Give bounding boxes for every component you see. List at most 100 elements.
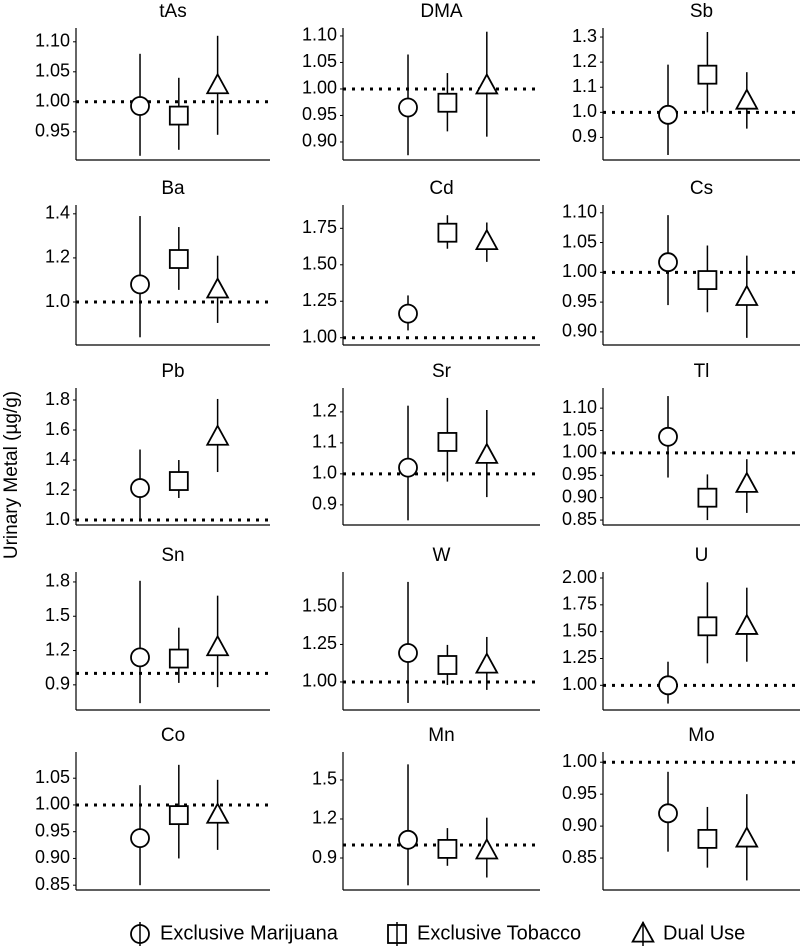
y-tick-label: 0.90 xyxy=(35,847,70,867)
y-tick-label: 1.05 xyxy=(35,61,70,81)
point xyxy=(168,805,189,826)
y-tick-label: 1.00 xyxy=(562,261,597,281)
point xyxy=(205,276,230,299)
panel-title: Cs xyxy=(690,178,713,199)
y-tick-label: 1.75 xyxy=(562,594,597,614)
y-tick-label: 0.9 xyxy=(312,847,337,867)
point xyxy=(437,655,458,675)
y-tick-label: 0.95 xyxy=(302,104,337,124)
y-tick-label: 1.2 xyxy=(45,479,70,499)
y-tick-label: 1.2 xyxy=(572,51,597,71)
y-tick-label: 1.05 xyxy=(35,767,70,787)
y-axis-label: Urinary Metal (µg/g) xyxy=(1,391,22,559)
panel-title: Sr xyxy=(432,361,452,382)
y-tick-label: 0.90 xyxy=(562,815,597,835)
y-tick-label: 1.00 xyxy=(302,671,337,691)
y-tick-label: 1.0 xyxy=(45,509,70,529)
point xyxy=(398,829,418,850)
point xyxy=(658,426,678,447)
panel-title: Mo xyxy=(688,725,714,746)
y-tick-label: 0.85 xyxy=(562,847,597,867)
point xyxy=(168,249,189,269)
point xyxy=(474,72,499,95)
point xyxy=(734,87,759,110)
y-tick-label: 1.0 xyxy=(572,101,597,121)
y-tick-label: 1.50 xyxy=(562,620,597,640)
y-tick-label: 1.05 xyxy=(302,51,337,71)
y-tick-label: 1.2 xyxy=(312,808,337,828)
y-tick-label: 1.00 xyxy=(562,442,597,462)
point xyxy=(697,828,718,849)
y-tick-label: 2.00 xyxy=(562,567,597,587)
point xyxy=(398,97,418,118)
point xyxy=(437,222,458,243)
point xyxy=(658,104,678,125)
point xyxy=(658,803,678,824)
y-tick-label: 1.10 xyxy=(562,201,597,221)
y-tick-label: 0.85 xyxy=(562,509,597,529)
point xyxy=(205,423,230,446)
point xyxy=(398,457,418,478)
point xyxy=(130,647,150,668)
point xyxy=(734,825,759,848)
point xyxy=(658,252,678,273)
y-tick-label: 1.25 xyxy=(302,290,337,310)
y-tick-label: 1.05 xyxy=(562,231,597,251)
point xyxy=(130,274,150,295)
y-tick-label: 0.95 xyxy=(562,291,597,311)
y-tick-label: 1.2 xyxy=(45,247,70,267)
y-tick-label: 1.00 xyxy=(562,751,597,771)
y-tick-label: 1.0 xyxy=(45,291,70,311)
y-tick-label: 1.00 xyxy=(302,78,337,98)
y-tick-label: 1.2 xyxy=(312,401,337,421)
panel-title: Co xyxy=(161,725,185,746)
point xyxy=(734,613,759,635)
y-tick-label: 1.0 xyxy=(312,463,337,483)
point xyxy=(474,837,499,860)
y-tick-label: 0.95 xyxy=(35,820,70,840)
point xyxy=(697,487,718,508)
y-tick-label: 0.95 xyxy=(35,121,70,141)
panel-title: U xyxy=(695,545,709,566)
y-tick-label: 1.25 xyxy=(562,647,597,667)
y-tick-label: 0.90 xyxy=(562,486,597,506)
y-tick-label: 1.75 xyxy=(302,217,337,237)
y-tick-label: 0.90 xyxy=(562,321,597,341)
y-tick-label: 0.95 xyxy=(562,783,597,803)
y-tick-label: 1.5 xyxy=(45,605,70,625)
point xyxy=(437,838,458,859)
panel-title: Pb xyxy=(161,361,184,382)
panel-title: Sb xyxy=(690,1,713,22)
point xyxy=(168,105,189,126)
y-tick-label: 0.85 xyxy=(35,874,70,894)
point xyxy=(697,64,718,85)
y-tick-label: 1.05 xyxy=(562,419,597,439)
y-tick-label: 1.8 xyxy=(45,571,70,591)
point xyxy=(474,442,499,464)
panel-title: Tl xyxy=(694,361,710,382)
point xyxy=(474,228,499,251)
point xyxy=(130,96,150,116)
y-tick-label: 1.4 xyxy=(45,449,70,469)
y-tick-label: 1.10 xyxy=(302,25,337,45)
point xyxy=(474,651,499,674)
point xyxy=(734,284,759,306)
panel-title: DMA xyxy=(420,1,463,22)
panel-title: Sn xyxy=(161,545,184,566)
y-tick-label: 1.10 xyxy=(562,397,597,417)
y-tick-label: 0.9 xyxy=(45,674,70,694)
y-tick-label: 1.2 xyxy=(45,639,70,659)
y-tick-label: 1.25 xyxy=(302,633,337,653)
point xyxy=(130,478,150,498)
panel-title: Mn xyxy=(428,725,454,746)
y-tick-label: 1.4 xyxy=(45,203,70,223)
point xyxy=(734,471,759,493)
point xyxy=(205,801,230,824)
y-tick-label: 1.3 xyxy=(572,26,597,46)
y-tick-label: 1.50 xyxy=(302,596,337,616)
point xyxy=(168,648,189,669)
y-tick-label: 0.95 xyxy=(562,464,597,484)
point xyxy=(437,432,458,452)
point xyxy=(130,828,150,849)
